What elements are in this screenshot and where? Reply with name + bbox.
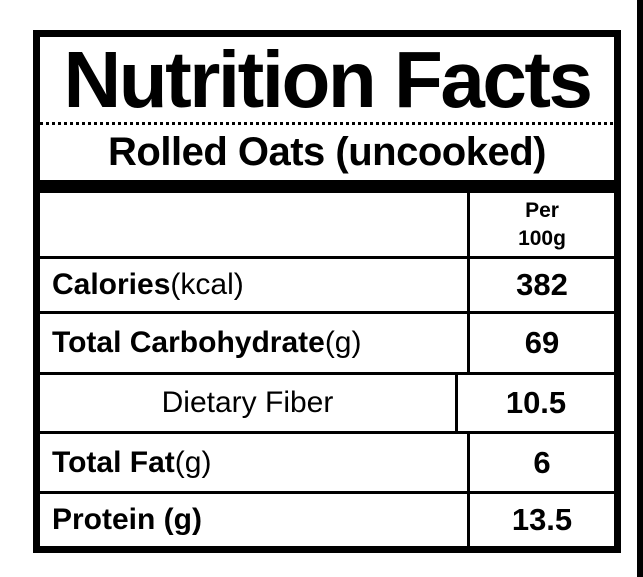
table-row-dietary-fiber: Dietary Fiber 10.5 bbox=[40, 372, 614, 431]
row-value: 382 bbox=[516, 267, 568, 302]
table-row-carbohydrate: Total Carbohydrate (g) 69 bbox=[40, 311, 614, 372]
row-value: 13.5 bbox=[511, 502, 573, 537]
row-label-bold: Total Fat bbox=[52, 445, 175, 479]
label-subtitle: Rolled Oats (uncooked) bbox=[108, 130, 546, 174]
nutrition-table: Per 100g Calories (kcal) 382 Total Carbo… bbox=[40, 193, 614, 546]
row-label-bold: Total Carbohydrate bbox=[52, 326, 325, 359]
row-label: Protein (g) bbox=[40, 494, 470, 546]
row-value: 10.5 bbox=[505, 385, 567, 420]
dotted-divider bbox=[40, 122, 614, 125]
label-title: Nutrition Facts bbox=[63, 37, 593, 122]
row-label-regular: (kcal) bbox=[170, 268, 244, 301]
table-row-protein: Protein (g) 13.5 bbox=[40, 491, 614, 546]
column-header-per-100g: Per 100g bbox=[470, 193, 614, 256]
row-label: Calories (kcal) bbox=[40, 259, 470, 311]
column-header-line1: Per bbox=[525, 199, 559, 223]
row-label-regular: (g) bbox=[324, 326, 362, 359]
table-row-calories: Calories (kcal) 382 bbox=[40, 256, 614, 311]
table-header-row: Per 100g bbox=[40, 193, 614, 256]
column-header-line2: 100g bbox=[518, 226, 566, 250]
row-label-regular: Dietary Fiber bbox=[161, 386, 334, 419]
table-row-total-fat: Total Fat (g) 6 bbox=[40, 431, 614, 491]
row-value: 69 bbox=[524, 325, 560, 360]
row-value: 6 bbox=[533, 444, 551, 480]
nutrition-label: Nutrition Facts Rolled Oats (uncooked) P… bbox=[33, 30, 621, 553]
row-label: Dietary Fiber bbox=[40, 375, 458, 431]
screen-right-edge bbox=[637, 0, 643, 577]
empty-header-cell bbox=[40, 193, 470, 256]
thick-divider bbox=[40, 180, 614, 193]
row-label-regular: (g) bbox=[174, 445, 212, 479]
row-label-bold: Protein (g) bbox=[52, 503, 202, 536]
row-label: Total Carbohydrate (g) bbox=[40, 314, 470, 372]
row-label: Total Fat (g) bbox=[40, 434, 470, 491]
row-label-bold: Calories bbox=[52, 268, 171, 301]
